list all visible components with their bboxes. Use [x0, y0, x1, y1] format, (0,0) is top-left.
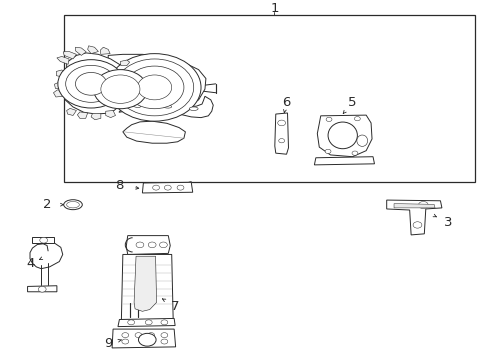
Text: 6: 6: [282, 96, 291, 109]
Text: 3: 3: [443, 216, 452, 229]
Polygon shape: [134, 256, 157, 311]
Circle shape: [94, 69, 147, 109]
Bar: [64, 14, 475, 181]
Circle shape: [278, 120, 286, 126]
Circle shape: [413, 222, 422, 228]
Circle shape: [418, 202, 428, 208]
Polygon shape: [100, 47, 110, 54]
Polygon shape: [77, 112, 88, 118]
Text: 5: 5: [348, 96, 357, 109]
Circle shape: [146, 320, 152, 325]
Circle shape: [177, 185, 184, 190]
Text: 7: 7: [172, 300, 180, 313]
Polygon shape: [63, 53, 129, 114]
Ellipse shape: [328, 122, 357, 149]
Circle shape: [40, 237, 48, 243]
Circle shape: [352, 151, 358, 155]
Polygon shape: [106, 111, 116, 118]
Circle shape: [138, 75, 172, 100]
Polygon shape: [57, 57, 69, 64]
Circle shape: [161, 320, 168, 325]
Ellipse shape: [132, 104, 141, 108]
Text: 1: 1: [270, 2, 279, 15]
Polygon shape: [121, 60, 130, 66]
Circle shape: [148, 242, 156, 248]
Ellipse shape: [189, 107, 198, 111]
Circle shape: [279, 139, 285, 143]
Circle shape: [136, 242, 144, 248]
Polygon shape: [119, 95, 213, 118]
Polygon shape: [318, 115, 372, 157]
Circle shape: [164, 185, 171, 190]
Ellipse shape: [162, 104, 171, 108]
Circle shape: [161, 339, 168, 344]
Circle shape: [325, 149, 331, 153]
Polygon shape: [126, 235, 170, 255]
Circle shape: [108, 54, 201, 121]
Polygon shape: [88, 46, 98, 54]
Polygon shape: [91, 113, 101, 120]
Circle shape: [128, 320, 135, 325]
Circle shape: [125, 66, 184, 109]
Circle shape: [135, 333, 142, 338]
Ellipse shape: [357, 135, 368, 147]
Polygon shape: [54, 82, 64, 89]
Text: 9: 9: [104, 337, 112, 350]
Polygon shape: [275, 113, 289, 154]
Circle shape: [75, 72, 107, 95]
Text: 4: 4: [27, 257, 35, 270]
Polygon shape: [32, 237, 54, 243]
Polygon shape: [143, 182, 193, 193]
Polygon shape: [67, 108, 76, 116]
Polygon shape: [56, 70, 67, 77]
Polygon shape: [123, 121, 185, 143]
Circle shape: [116, 59, 194, 116]
Polygon shape: [108, 54, 206, 111]
Polygon shape: [122, 255, 173, 320]
Polygon shape: [394, 204, 435, 208]
Polygon shape: [27, 286, 57, 292]
Circle shape: [66, 66, 117, 102]
Polygon shape: [112, 329, 175, 348]
Polygon shape: [63, 51, 76, 59]
Text: 8: 8: [115, 179, 123, 192]
Circle shape: [159, 242, 167, 248]
Polygon shape: [315, 157, 374, 165]
Polygon shape: [122, 68, 132, 75]
Circle shape: [148, 333, 155, 338]
Polygon shape: [118, 319, 175, 327]
Ellipse shape: [67, 202, 79, 208]
Circle shape: [354, 117, 360, 121]
Circle shape: [101, 75, 140, 103]
Circle shape: [122, 339, 129, 344]
Circle shape: [326, 117, 332, 122]
Circle shape: [122, 333, 129, 338]
Polygon shape: [387, 200, 442, 235]
Circle shape: [161, 333, 168, 338]
Polygon shape: [53, 90, 63, 97]
Circle shape: [58, 60, 124, 108]
Circle shape: [139, 333, 156, 346]
Circle shape: [38, 287, 46, 292]
Circle shape: [153, 185, 159, 190]
Ellipse shape: [64, 200, 82, 210]
Polygon shape: [75, 47, 86, 55]
Text: 2: 2: [43, 198, 51, 211]
